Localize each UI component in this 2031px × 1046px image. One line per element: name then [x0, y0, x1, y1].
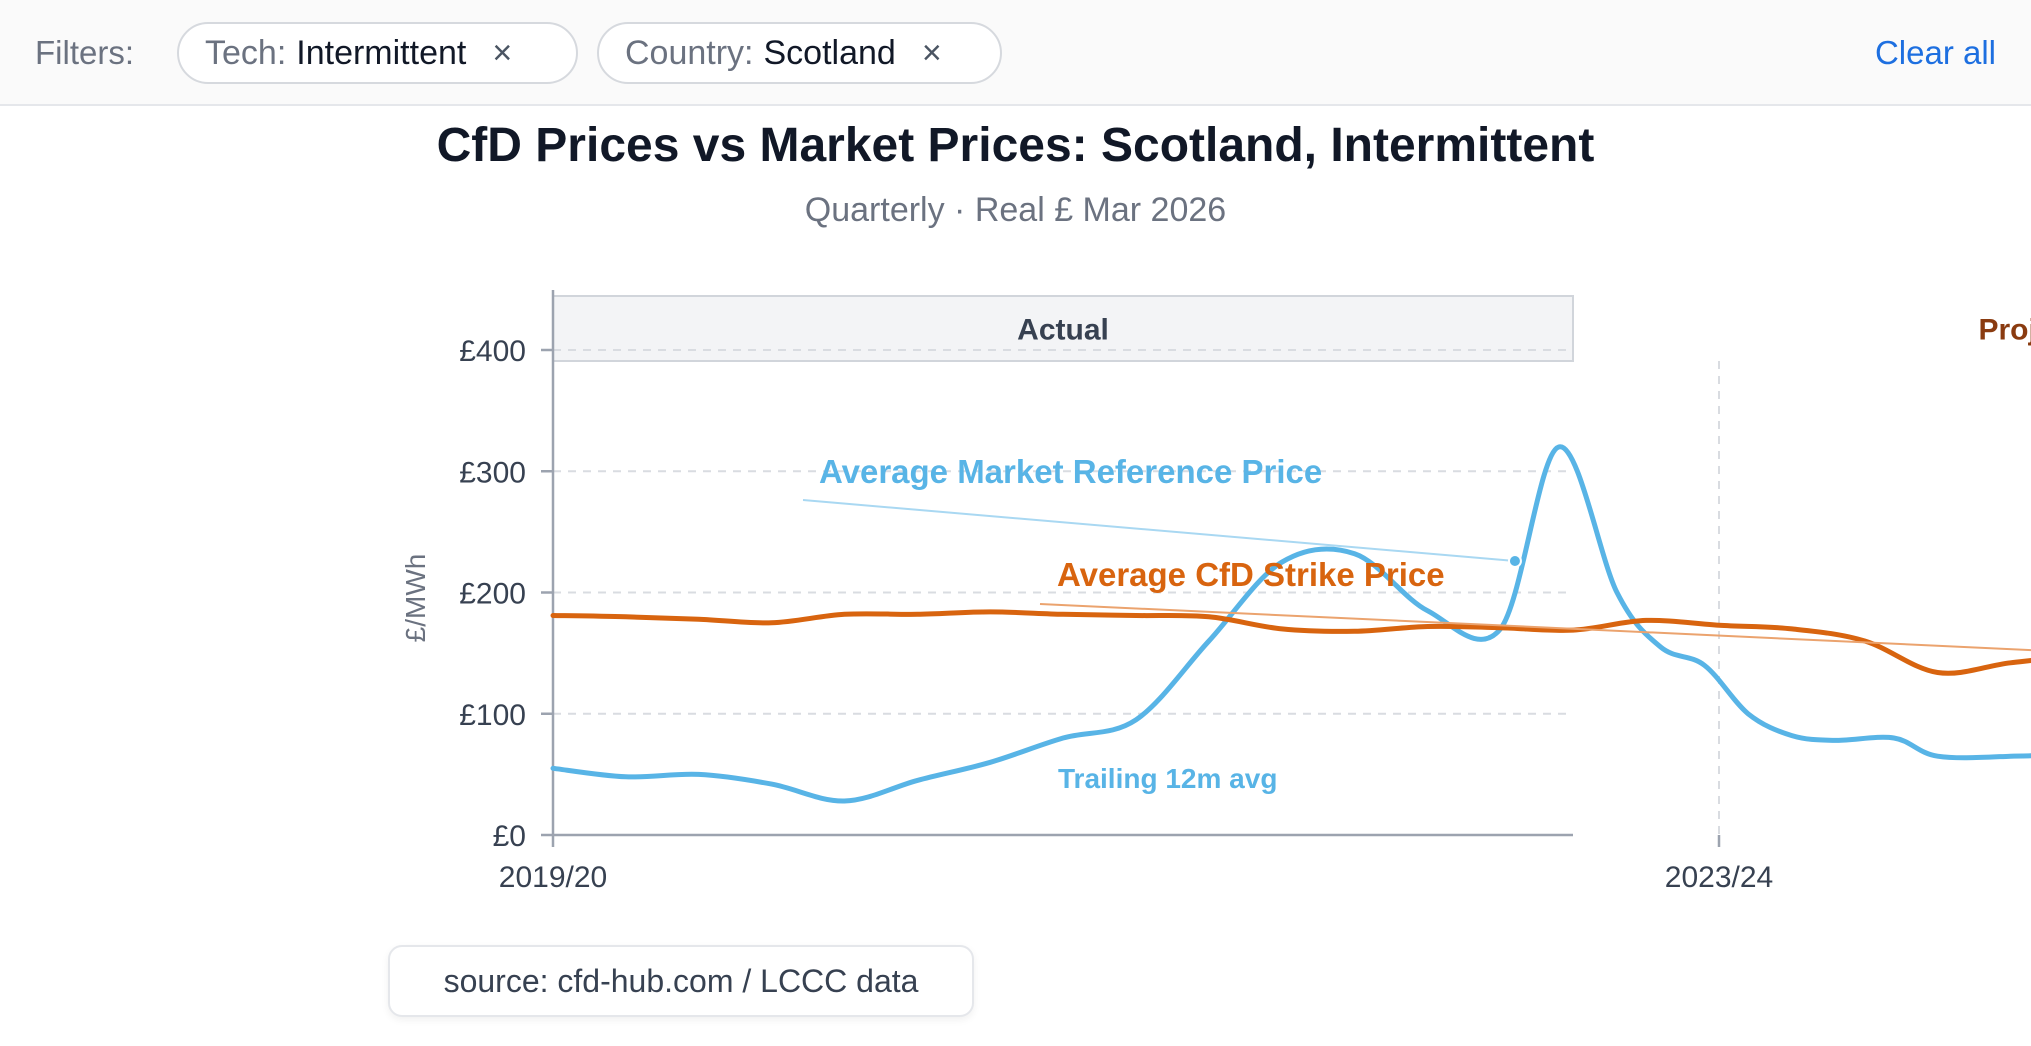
y-tick-label: £100: [459, 699, 526, 732]
filter-chip-value: Intermittent: [296, 33, 467, 72]
filter-chip-country[interactable]: Country: Scotland ×: [597, 22, 1002, 84]
y-tick-label: £200: [459, 578, 526, 611]
source-label: source: cfd-hub.com / LCCC data: [388, 945, 974, 1017]
filters-label: Filters:: [35, 34, 134, 71]
chart: Actual Projected £0 £100 £200 £300 £400 2019/20…: [400, 290, 2031, 894]
clear-all-link[interactable]: Clear all: [1874, 34, 1996, 71]
strike-annotation-leader: [1039, 603, 2031, 652]
chart-subtitle: Quarterly · Real £ Mar 2026: [804, 191, 1227, 229]
filter-chip-value: Scotland: [763, 33, 896, 72]
y-tick-label: £0: [493, 820, 526, 853]
filter-chip-tech[interactable]: Tech: Intermittent ×: [177, 22, 578, 84]
x-tick-label: 2023/24: [1665, 861, 1773, 894]
actual-region-label: Actual: [1017, 314, 1109, 347]
remove-filter-icon[interactable]: ×: [921, 34, 942, 72]
y-tick-label: £300: [459, 456, 526, 489]
market-price-line: [550, 444, 2031, 804]
strike-annotation-label: Average CfD Strike Price: [1057, 556, 1445, 593]
market-annotation-label: Average Market Reference Price: [819, 453, 1322, 490]
projected-region-label: Projected: [1978, 314, 2031, 347]
market-annotation-dot: [1507, 553, 1522, 568]
filter-bar: Filters: Tech: Intermittent × Country: S…: [0, 0, 2031, 106]
strike-price-line: [550, 609, 2031, 676]
x-tick-label: 2019/20: [499, 861, 607, 894]
y-tick-label: £400: [459, 335, 526, 368]
chart-title: CfD Prices vs Market Prices: Scotland, I…: [436, 119, 1595, 172]
filter-chip-key: Tech:: [205, 33, 287, 72]
filter-chip-key: Country:: [625, 33, 754, 72]
y-axis-label: £/MWh: [400, 554, 431, 643]
trailing-average-label: Trailing 12m avg: [1058, 763, 1277, 794]
remove-filter-icon[interactable]: ×: [492, 34, 513, 72]
market-annotation-leader: [802, 499, 1516, 562]
